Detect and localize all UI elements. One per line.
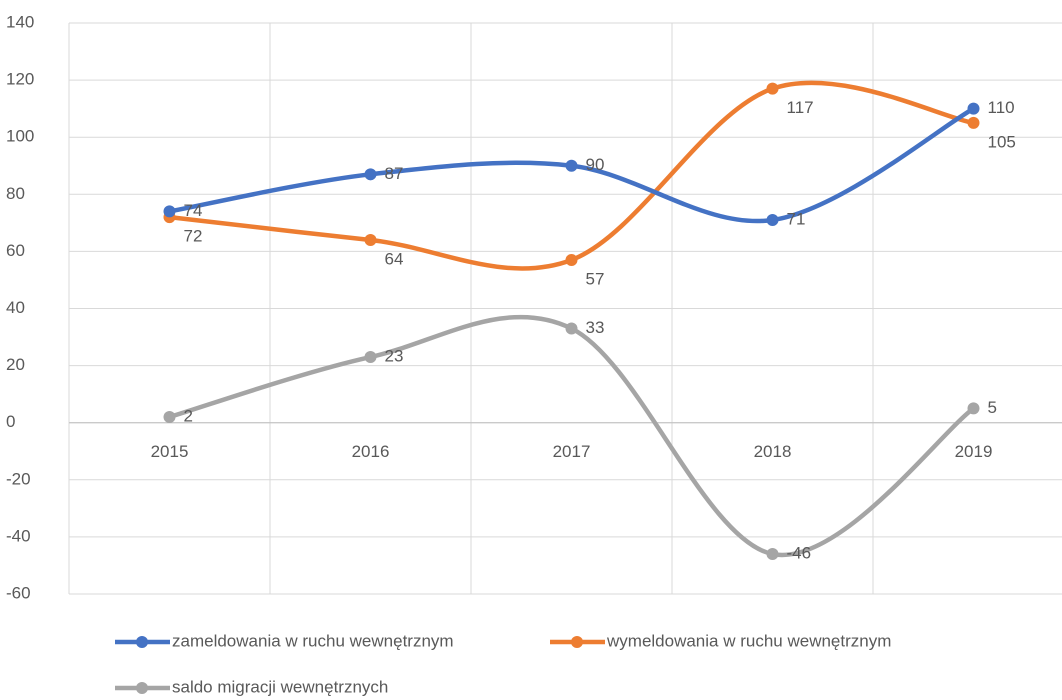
data-label: 64 [385, 249, 404, 268]
y-tick-label: 40 [6, 298, 25, 317]
point [565, 253, 578, 266]
point [163, 205, 176, 218]
point [364, 233, 377, 246]
point [364, 351, 377, 364]
point [967, 102, 980, 115]
data-label: 110 [988, 98, 1015, 117]
y-tick-label: 140 [6, 12, 34, 31]
x-tick-label: 2015 [151, 442, 189, 461]
data-label: 33 [586, 318, 605, 337]
point [163, 410, 176, 423]
data-label: 5 [988, 398, 997, 417]
point [967, 402, 980, 415]
data-label: 74 [184, 201, 203, 220]
point [766, 213, 779, 226]
data-label: 23 [385, 347, 404, 366]
y-tick-label: 120 [6, 70, 34, 89]
data-label: 57 [586, 269, 605, 288]
series-line [167, 80, 976, 271]
data-label: 71 [787, 209, 806, 228]
data-label: 117 [787, 98, 814, 117]
y-tick-label: -60 [6, 583, 31, 602]
series-line [167, 314, 976, 558]
point [967, 116, 980, 129]
x-tick-label: 2017 [553, 442, 591, 461]
x-tick-label: 2019 [955, 442, 993, 461]
legend-marker [571, 636, 583, 648]
y-tick-label: 80 [6, 184, 25, 203]
legend-label: zameldowania w ruchu wewnętrznym [172, 631, 454, 650]
point [766, 548, 779, 561]
point [565, 322, 578, 335]
y-tick-label: 20 [6, 355, 25, 374]
legend-label: wymeldowania w ruchu wewnętrznym [606, 631, 891, 650]
y-tick-label: 60 [6, 241, 25, 260]
point [766, 82, 779, 95]
legend-marker [136, 682, 148, 694]
x-tick-label: 2018 [754, 442, 792, 461]
data-label: 105 [988, 132, 1016, 151]
data-label: -46 [787, 544, 812, 563]
data-label: 2 [184, 406, 193, 425]
y-tick-label: 0 [6, 412, 15, 431]
x-tick-label: 2016 [352, 442, 390, 461]
data-label: 90 [586, 155, 605, 174]
y-tick-label: -40 [6, 526, 31, 545]
point [565, 159, 578, 172]
y-tick-label: -20 [6, 469, 31, 488]
y-tick-label: 100 [6, 127, 34, 146]
data-label: 72 [184, 227, 203, 246]
legend-marker [136, 636, 148, 648]
legend-label: saldo migracji wewnętrznych [172, 677, 388, 696]
point [364, 168, 377, 181]
data-label: 87 [385, 164, 404, 183]
